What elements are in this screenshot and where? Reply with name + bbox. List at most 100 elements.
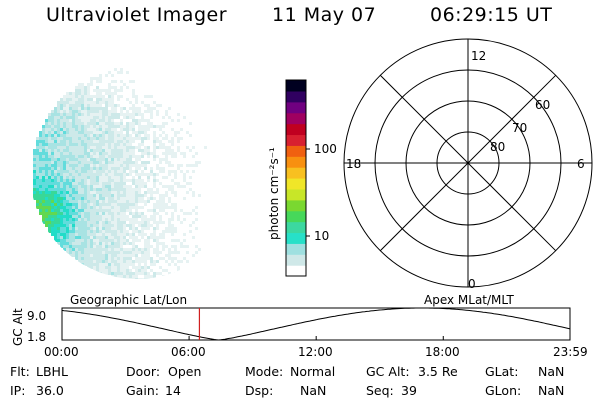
uv-pixel <box>87 125 90 128</box>
uv-pixel <box>63 242 66 245</box>
uv-pixel <box>105 134 108 137</box>
uv-pixel <box>192 224 195 227</box>
uv-pixel <box>72 230 75 233</box>
uv-pixel <box>120 188 123 191</box>
uv-pixel <box>102 188 105 191</box>
uv-pixel <box>132 155 135 158</box>
uv-pixel <box>81 254 84 257</box>
uv-pixel <box>234 143 237 146</box>
uv-pixel <box>72 98 75 101</box>
uv-pixel <box>237 182 240 185</box>
uv-pixel <box>150 77 153 80</box>
uv-pixel <box>99 272 102 275</box>
uv-pixel <box>129 260 132 263</box>
uv-pixel <box>72 116 75 119</box>
uv-pixel <box>108 182 111 185</box>
uv-pixel <box>153 110 156 113</box>
uv-pixel <box>120 197 123 200</box>
uv-pixel <box>114 152 117 155</box>
uv-pixel <box>138 182 141 185</box>
uv-pixel <box>162 272 165 275</box>
uv-pixel <box>141 101 144 104</box>
uv-pixel <box>96 233 99 236</box>
uv-pixel <box>78 245 81 248</box>
uv-pixel <box>138 269 141 272</box>
uv-pixel <box>150 260 153 263</box>
uv-pixel <box>72 101 75 104</box>
uv-pixel <box>138 263 141 266</box>
uv-pixel <box>186 128 189 131</box>
uv-pixel <box>114 221 117 224</box>
uv-pixel <box>96 107 99 110</box>
uv-pixel <box>189 245 192 248</box>
uv-pixel <box>111 224 114 227</box>
uv-pixel <box>174 125 177 128</box>
uv-pixel <box>171 101 174 104</box>
uv-pixel <box>216 182 219 185</box>
uv-pixel <box>111 173 114 176</box>
uv-pixel <box>153 131 156 134</box>
uv-pixel <box>45 206 48 209</box>
uv-pixel <box>63 137 66 140</box>
uv-pixel <box>147 170 150 173</box>
uv-pixel <box>60 209 63 212</box>
uv-pixel <box>51 131 54 134</box>
uv-pixel <box>69 245 72 248</box>
uv-pixel <box>87 203 90 206</box>
uv-pixel <box>108 137 111 140</box>
uv-pixel <box>126 134 129 137</box>
uv-pixel <box>144 254 147 257</box>
uv-pixel <box>195 149 198 152</box>
uv-pixel <box>159 80 162 83</box>
uv-pixel <box>36 173 39 176</box>
uv-pixel <box>84 119 87 122</box>
uv-pixel <box>135 266 138 269</box>
uv-pixel <box>57 119 60 122</box>
uv-pixel <box>78 86 81 89</box>
uv-pixel <box>162 188 165 191</box>
uv-pixel <box>126 77 129 80</box>
colorbar-segment <box>286 123 306 136</box>
uv-pixel <box>186 221 189 224</box>
uv-pixel <box>99 164 102 167</box>
uv-pixel <box>117 71 120 74</box>
uv-pixel <box>168 263 171 266</box>
uv-pixel <box>72 131 75 134</box>
uv-pixel <box>36 140 39 143</box>
uv-pixel <box>159 188 162 191</box>
uv-pixel <box>159 200 162 203</box>
uv-pixel <box>114 203 117 206</box>
uv-pixel <box>117 113 120 116</box>
uv-pixel <box>117 128 120 131</box>
uv-pixel <box>174 167 177 170</box>
uv-pixel <box>63 191 66 194</box>
uv-pixel <box>159 242 162 245</box>
uv-pixel <box>225 128 228 131</box>
uv-pixel <box>33 149 36 152</box>
uv-pixel <box>159 257 162 260</box>
uv-pixel <box>174 236 177 239</box>
uv-pixel <box>171 185 174 188</box>
uv-pixel <box>84 167 87 170</box>
uv-pixel <box>84 143 87 146</box>
uv-pixel <box>57 125 60 128</box>
uv-pixel <box>201 134 204 137</box>
uv-pixel <box>117 200 120 203</box>
uv-pixel <box>84 191 87 194</box>
uv-pixel <box>138 179 141 182</box>
uv-pixel <box>147 179 150 182</box>
uv-pixel <box>189 164 192 167</box>
uv-pixel <box>132 206 135 209</box>
uv-pixel <box>207 116 210 119</box>
uv-pixel <box>129 218 132 221</box>
uv-pixel <box>204 197 207 200</box>
uv-pixel <box>132 242 135 245</box>
uv-pixel <box>135 155 138 158</box>
uv-pixel <box>198 245 201 248</box>
glon-label: GLon: <box>485 383 521 398</box>
uv-pixel <box>84 227 87 230</box>
uv-pixel <box>168 155 171 158</box>
uv-pixel <box>99 260 102 263</box>
uv-pixel <box>198 257 201 260</box>
uv-pixel <box>144 245 147 248</box>
